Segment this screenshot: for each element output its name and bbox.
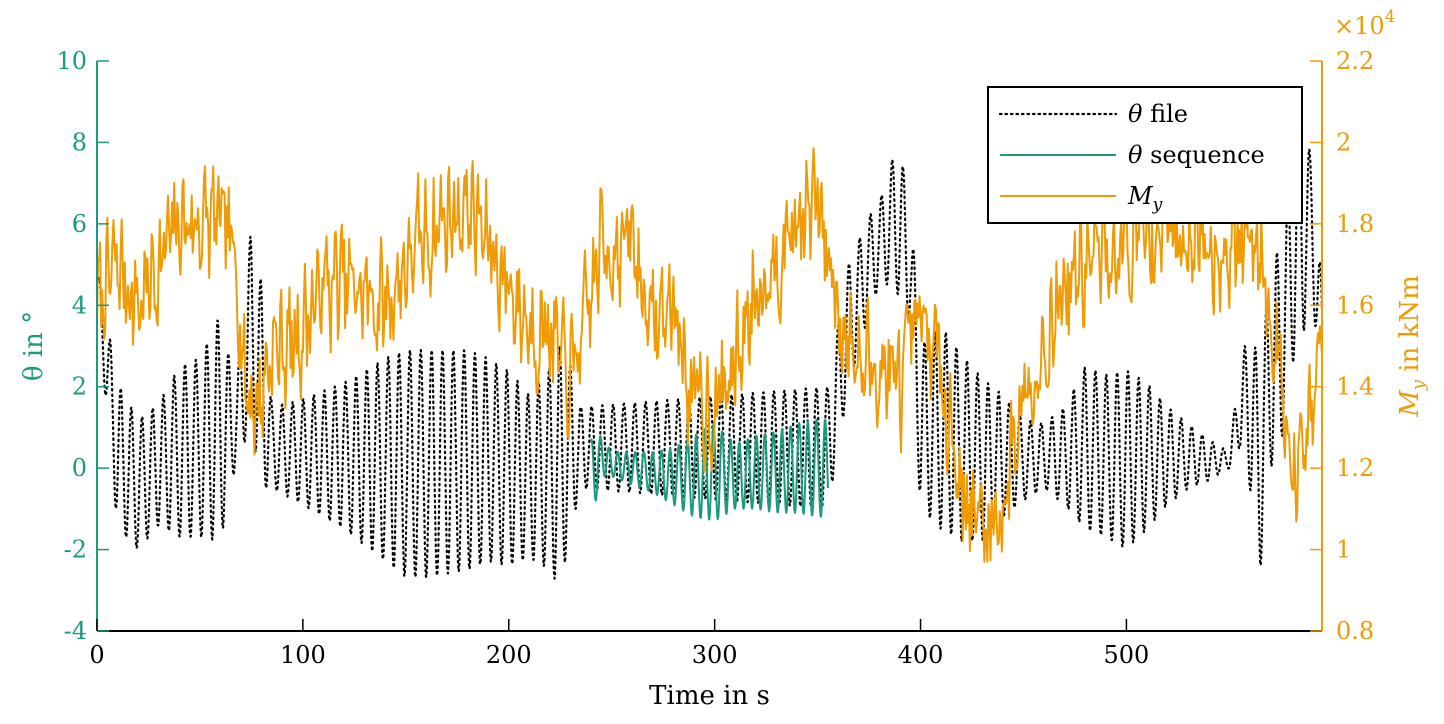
y-left-tick-label: -2 — [64, 536, 87, 564]
y-right-tick-label: 2.2 — [1336, 47, 1374, 75]
x-tick-label: 400 — [898, 641, 944, 669]
x-tick-label: 200 — [486, 641, 532, 669]
plot-area — [95, 116, 1324, 580]
legend-label-theta-sequence: θ sequence — [1128, 141, 1265, 169]
y-left-tick-label: -4 — [64, 617, 87, 645]
y-right-tick-label: 0.8 — [1336, 617, 1374, 645]
legend-label-my: My — [1127, 182, 1163, 215]
y-right-tick-label: 1.8 — [1336, 210, 1374, 238]
series-my — [96, 147, 1323, 563]
y-right-tick-label: 1.6 — [1336, 291, 1374, 319]
y-left-tick-label: 0 — [72, 454, 87, 482]
series-theta-sequence — [590, 418, 829, 521]
legend-label-theta-file: θ file — [1128, 100, 1188, 128]
y-right-tick-label: 1.4 — [1336, 373, 1374, 401]
legend: θ file θ sequence My — [987, 86, 1303, 224]
y-right-axis-label: My in kNm — [1395, 275, 1429, 418]
y-left-tick-label: 6 — [72, 210, 87, 238]
x-tick-label: 500 — [1104, 641, 1150, 669]
y-right-tick-label: 1.2 — [1336, 454, 1374, 482]
y-right-tick-label: 1 — [1336, 536, 1351, 564]
x-tick-label: 300 — [692, 641, 738, 669]
x-axis-label: Time in s — [649, 681, 770, 711]
axes: 0 100 200 300 400 500 -4 -2 0 2 4 6 8 10 0.8 1 1.2 1.4 1.6… — [19, 7, 1429, 711]
y-right-tick-label: 2 — [1336, 128, 1351, 156]
x-tick-label: 100 — [280, 641, 326, 669]
y-left-tick-label: 10 — [56, 47, 87, 75]
y-left-tick-label: 4 — [72, 291, 87, 319]
right-axis-multiplier: ×104 — [1334, 7, 1395, 40]
y-left-axis-label: θ in ° — [19, 311, 49, 381]
y-left-tick-label: 8 — [72, 128, 87, 156]
x-tick-label: 0 — [89, 641, 104, 669]
y-left-tick-label: 2 — [72, 373, 87, 401]
